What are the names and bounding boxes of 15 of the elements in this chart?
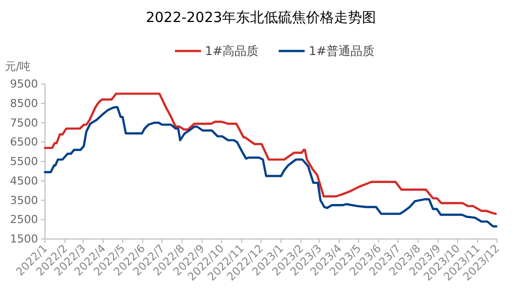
line-series [44,92,497,215]
y-tick-label: 5500 [10,155,38,168]
y-tick-label: 7500 [10,116,38,130]
line-series [44,106,498,228]
y-tick-label: 2500 [10,213,38,226]
y-tick-label: 8500 [10,96,38,110]
y-tick-label: 3500 [10,194,38,207]
legend-label: 1#普通品质 [308,44,374,58]
legend-label: 1#高品质 [205,44,259,58]
y-tick-label: 6500 [10,136,38,149]
chart-title: 2022-2023年东北低硫焦价格走势图 [146,10,376,26]
y-tick-label: 9500 [10,78,38,90]
y-tick-label: 4500 [10,174,38,188]
y-tick-label: 1500 [10,232,38,246]
y-axis-title: 元/吨 [5,60,31,73]
